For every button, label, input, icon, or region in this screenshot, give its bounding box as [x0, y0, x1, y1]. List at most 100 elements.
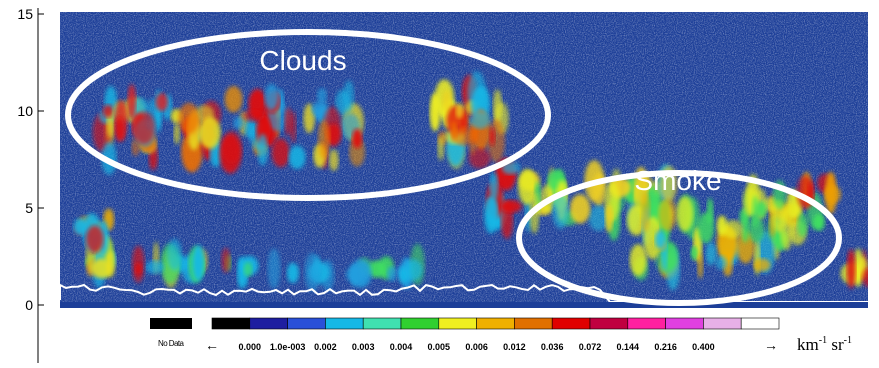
cloud-blob [221, 130, 242, 164]
cloud-blob [316, 87, 327, 104]
aerosol-blob [861, 267, 868, 287]
colorbar-tick-label: 0.003 [352, 342, 375, 352]
annotation-smoke: Smoke [634, 165, 721, 196]
cloud-blob [264, 83, 279, 111]
smoke-blob [588, 205, 609, 232]
colorbar-swatch [589, 317, 629, 330]
colorbar-swatch [325, 317, 364, 330]
cloud-blob [198, 116, 221, 149]
no-data-swatch [150, 318, 192, 329]
aerosol-blob [91, 258, 113, 279]
smoke-blob [722, 220, 744, 239]
y-tick-label: 10 [17, 103, 33, 119]
smoke-blob [605, 204, 613, 233]
unit-exp1: -1 [819, 335, 827, 346]
cloud-blob [242, 109, 265, 122]
aerosol-blob [192, 245, 205, 281]
smoke-blob [797, 212, 808, 237]
smoke-blob [705, 242, 717, 266]
unit-km: km [797, 335, 819, 354]
smoke-blob [676, 196, 694, 232]
smoke-ellipse [516, 170, 842, 306]
colorbar-tick-label: 0.004 [390, 342, 413, 352]
cloud-blob [500, 199, 522, 213]
cloud-blob [155, 93, 168, 112]
cloud-blob [133, 111, 156, 145]
smoke-blob [569, 194, 591, 224]
aerosol-blob [404, 259, 423, 281]
colorbar-swatch [476, 317, 515, 330]
colorbar-swatch [211, 317, 251, 330]
unit-sr: sr [827, 335, 844, 354]
cloud-blob [489, 127, 496, 147]
aerosol-blob [345, 266, 367, 283]
aerosol-blob [824, 185, 842, 204]
smoke-blob [658, 197, 678, 232]
cloud-blob [329, 149, 339, 171]
aerosol-blob [145, 260, 164, 274]
cloud-blob [173, 122, 181, 145]
clouds-ellipse [65, 29, 551, 201]
smoke-blob [736, 230, 755, 264]
smoke-blob [715, 255, 727, 270]
y-tick-label: 5 [25, 200, 33, 216]
smoke-blob [706, 197, 714, 224]
cloud-blob [131, 138, 140, 157]
aerosol-blob [221, 247, 231, 273]
cloud-blob [486, 196, 498, 232]
lidar-image [60, 12, 868, 308]
colorbar-tick-label: 0.002 [314, 342, 337, 352]
aerosol-blob [304, 252, 321, 292]
cloud-blob [311, 101, 329, 117]
cloud-blob [271, 138, 290, 168]
aerosol-blob [73, 218, 89, 236]
surface-return-line [60, 283, 868, 303]
cloud-blob [224, 85, 243, 113]
smoke-blob [690, 245, 698, 260]
unit-exp2: -1 [844, 335, 852, 346]
cloud-blob [127, 84, 136, 119]
cloud-blob [233, 116, 244, 129]
smoke-blob [748, 215, 765, 243]
colorbar-tick-label: 0.000 [239, 342, 262, 352]
aerosol-blob [367, 260, 386, 278]
colorbar-tick-label: 0.144 [617, 342, 640, 352]
smoke-blob [655, 230, 666, 249]
colorbar-swatch [249, 317, 288, 330]
cloud-blob [469, 111, 491, 129]
colorbar-tick-label: 0.400 [692, 342, 715, 352]
smoke-blob [629, 244, 647, 277]
aerosol-blob [167, 238, 182, 271]
cloud-blob [284, 107, 292, 136]
smoke-blob [716, 215, 728, 236]
cloud-blob [489, 172, 499, 200]
aerosol-blob [85, 225, 104, 253]
colorbar-arrow-right: → [764, 337, 778, 353]
cloud-blob [437, 135, 445, 161]
below-surface [60, 302, 868, 308]
colorbar-tick-label: 0.005 [428, 342, 451, 352]
colorbar-tick-label: 0.012 [503, 342, 526, 352]
cloud-blob [102, 104, 114, 118]
y-tick-label: 15 [17, 6, 33, 22]
aerosol-blob [386, 266, 398, 282]
smoke-blob [741, 208, 750, 243]
smoke-blob [751, 195, 760, 229]
cloud-blob [352, 128, 363, 149]
aerosol-blob [243, 262, 253, 277]
smoke-blob [753, 258, 771, 272]
no-data-label: No Data [158, 339, 185, 348]
smoke-blob [780, 206, 794, 251]
colorbar-tick-label: 0.036 [541, 342, 564, 352]
colorbar-swatch [703, 317, 742, 330]
y-ticks: 0 5 10 15 [17, 6, 44, 313]
aerosol-blob [286, 262, 299, 284]
annotation-clouds: Clouds [259, 45, 346, 76]
aerosol-blob [852, 248, 864, 287]
colorbar-tick-label: 0.072 [579, 342, 602, 352]
colorbar-tick-label: 0.006 [465, 342, 488, 352]
colorbar-swatch [551, 317, 591, 330]
colorbar-swatch [362, 317, 402, 330]
colorbar: 0.000 1.0e-003 0.002 0.003 0.004 0.005 0.006 0.… [211, 317, 780, 352]
smoke-blob [640, 191, 651, 233]
